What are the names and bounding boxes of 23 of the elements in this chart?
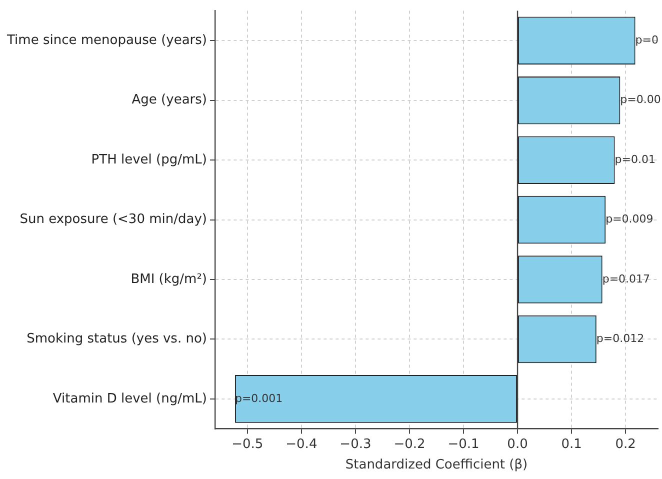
annotation: p=0.00 [620,93,661,106]
annotation: p=0.01 [614,152,656,166]
x-axis-title: Standardized Coefficient (β) [345,458,528,473]
x-tick-label: −0.5 [232,436,264,452]
x-tick-label: −0.4 [286,436,318,452]
y-tick-label: BMI (kg/m²) [130,272,207,287]
x-tick-label: −0.2 [394,436,426,452]
annotation: p=0 [635,34,659,47]
x-tick-label: 0.0 [507,436,528,452]
annotation: p=0.001 [234,392,283,405]
annotation: p=0.009 [606,212,654,226]
y-tick-label: Time since menopause (years) [6,33,207,48]
annotation: p=0.017 [602,272,650,286]
y-tick-label: PTH level (pg/mL) [91,152,207,168]
y-tick-label: Sun exposure (<30 min/day) [20,212,207,228]
x-tick-label: 0.1 [561,436,582,452]
y-tick-label: Vitamin D level (ng/mL) [52,391,207,406]
y-tick-label: Age (years) [132,92,207,108]
x-tick-label: −0.3 [340,436,372,452]
x-tick-label: 0.2 [615,436,636,452]
annotation: p=0.012 [596,332,644,346]
y-tick-label: Smoking status (yes vs. no) [26,332,207,347]
x-tick-label: −0.1 [448,436,480,452]
